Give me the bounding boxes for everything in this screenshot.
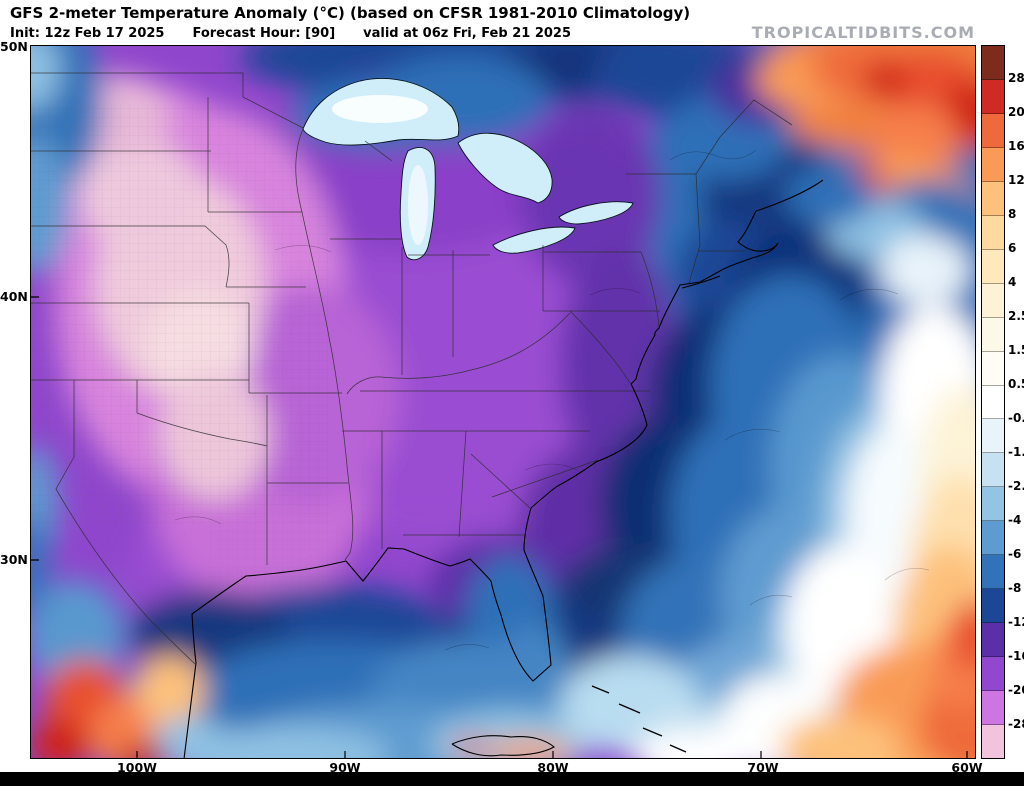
colorbar-band <box>982 589 1004 624</box>
lon-label: 80W <box>537 760 569 775</box>
colorbar-band <box>982 113 1004 148</box>
colorbar-tick-label: 20 <box>1008 105 1024 119</box>
colorbar-band <box>982 283 1004 318</box>
lon-label: 100W <box>117 760 157 775</box>
anomaly-contours <box>174 149 930 651</box>
colorbar-tick-label: -0.5 <box>1008 411 1024 425</box>
lon-label: 60W <box>951 760 983 775</box>
colorbar-tick-label: 12 <box>1008 173 1024 187</box>
colorbar-tick-label: -6 <box>1008 547 1022 561</box>
run-info: Init: 12z Feb 17 2025 Forecast Hour: [90]… <box>10 26 599 41</box>
colorbar-band <box>982 79 1004 114</box>
coastline <box>183 179 824 759</box>
county-texture <box>30 105 560 645</box>
init-time: Init: 12z Feb 17 2025 <box>10 26 165 41</box>
map-canvas <box>30 45 976 759</box>
colorbar-tick-label: 16 <box>1008 139 1024 153</box>
colorbar-tick-label: 28 <box>1008 71 1024 85</box>
colorbar-band <box>982 385 1004 420</box>
colorbar-tick-label: 0.5 <box>1008 377 1024 391</box>
colorbar-tick-label: 4 <box>1008 275 1017 289</box>
colorbar-tick-label: 2.5 <box>1008 309 1024 323</box>
lon-label: 90W <box>329 760 361 775</box>
colorbar-band <box>982 691 1004 726</box>
colorbar-band <box>982 181 1004 216</box>
colorbar-band <box>982 657 1004 692</box>
anomaly-map <box>30 45 976 759</box>
colorbar-tick-label: -1.5 <box>1008 445 1024 459</box>
colorbar-tick-label: 1.5 <box>1008 343 1024 357</box>
colorbar <box>981 45 1005 759</box>
colorbar-band <box>982 419 1004 454</box>
map-title: GFS 2-meter Temperature Anomaly (°C) (ba… <box>10 4 691 22</box>
colorbar-tick-label: -4 <box>1008 513 1022 527</box>
great-lakes <box>302 78 634 261</box>
colorbar-tick-label: -20 <box>1008 683 1024 697</box>
colorbar-band <box>982 453 1004 488</box>
lat-label: 50N <box>0 39 28 54</box>
colorbar-tick-label: -28 <box>1008 717 1024 731</box>
bottom-bar <box>0 772 1024 786</box>
colorbar-band <box>982 147 1004 182</box>
colorbar-band <box>982 623 1004 658</box>
colorbar-band <box>982 487 1004 522</box>
colorbar-tick-label: -12 <box>1008 615 1024 629</box>
colorbar-band <box>982 555 1004 590</box>
watermark: TROPICALTIDBITS.COM <box>751 23 975 42</box>
forecast-hour: Forecast Hour: [90] <box>192 26 336 41</box>
lat-label: 40N <box>0 289 28 304</box>
colorbar-tick-label: -8 <box>1008 581 1022 595</box>
colorbar-tick-label: -16 <box>1008 649 1024 663</box>
colorbar-tick-label: 8 <box>1008 207 1017 221</box>
colorbar-band <box>982 351 1004 386</box>
colorbar-band <box>982 249 1004 284</box>
colorbar-band <box>982 317 1004 352</box>
lat-label: 30N <box>0 552 28 567</box>
colorbar-tick-label: 6 <box>1008 241 1017 255</box>
lon-label: 70W <box>747 760 779 775</box>
valid-time: valid at 06z Fri, Feb 21 2025 <box>363 26 572 41</box>
axis-ticks <box>30 296 968 759</box>
colorbar-band <box>982 725 1004 759</box>
colorbar-tick-label: -2.5 <box>1008 479 1024 493</box>
state-boundaries <box>30 72 793 665</box>
colorbar-band <box>982 46 1004 80</box>
map-frame <box>30 45 976 759</box>
colorbar-band <box>982 215 1004 250</box>
colorbar-band <box>982 521 1004 556</box>
